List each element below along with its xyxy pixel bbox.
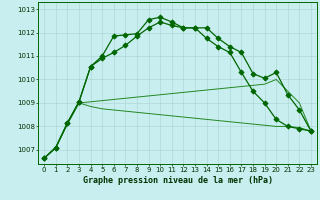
X-axis label: Graphe pression niveau de la mer (hPa): Graphe pression niveau de la mer (hPa)	[83, 176, 273, 185]
